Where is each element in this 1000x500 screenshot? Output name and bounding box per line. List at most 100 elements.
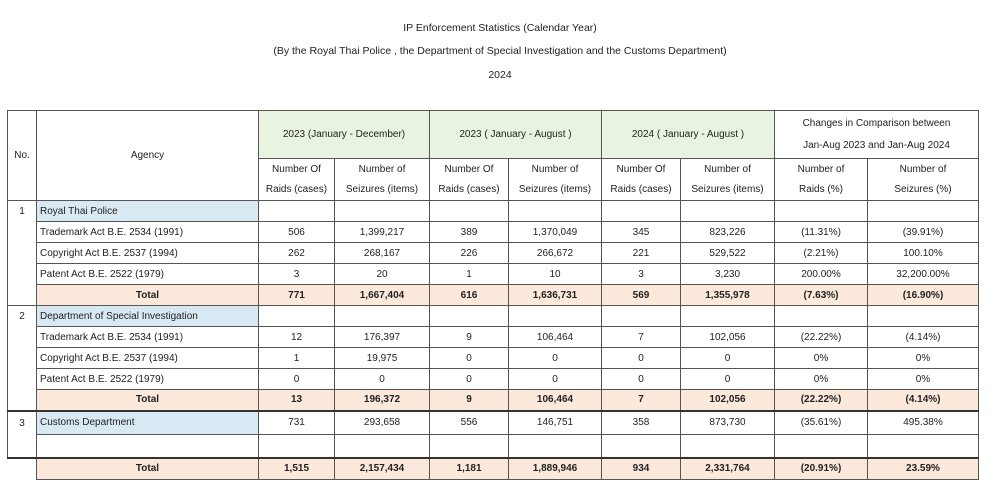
cell: (4.14%) xyxy=(867,326,979,348)
cell: 0 xyxy=(508,347,602,369)
header-seizures: Number of xyxy=(680,158,775,180)
header-agency: Agency xyxy=(36,110,259,201)
cell: (11.31%) xyxy=(774,221,868,243)
cell: 873,730 xyxy=(680,409,775,435)
cell: 771 xyxy=(258,284,335,306)
cell: 266,672 xyxy=(508,242,602,264)
cell: (16.90%) xyxy=(867,284,979,306)
header-seizures-pct-unit: Seizures (%) xyxy=(867,179,979,201)
cell: (20.91%) xyxy=(774,457,868,480)
cell: 1 xyxy=(429,263,509,285)
cell: 2,331,764 xyxy=(680,457,775,480)
header-row-periods: No. Agency 2023 (January - December) 202… xyxy=(7,110,979,201)
cell: 1,515 xyxy=(258,457,335,480)
table-row: Copyright Act B.E. 2537 (1994) 1 19,975 … xyxy=(7,347,979,369)
cell: 268,167 xyxy=(334,242,430,264)
group-no: 2 xyxy=(7,305,37,327)
report-subtitle: (By the Royal Thai Police , the Departme… xyxy=(273,45,727,57)
grand-total-row: Total 1,515 2,157,434 1,181 1,889,946 93… xyxy=(7,457,979,480)
cell: 0 xyxy=(334,368,430,390)
subtotal-row: Total 771 1,667,404 616 1,636,731 569 1,… xyxy=(7,284,979,306)
header-no: No. xyxy=(7,110,37,201)
cell: 0 xyxy=(601,347,681,369)
cell: 1,636,731 xyxy=(508,284,602,306)
header-raids-unit: Raids (cases) xyxy=(258,179,335,201)
cell: 0 xyxy=(429,347,509,369)
cell: 823,226 xyxy=(680,221,775,243)
group-row-royal-thai-police: 1 Royal Thai Police xyxy=(7,200,979,222)
header-seizures: Number of xyxy=(334,158,430,180)
cell: 102,056 xyxy=(680,326,775,348)
act-name: Trademark Act B.E. 2534 (1991) xyxy=(36,326,259,348)
cell: 0% xyxy=(774,368,868,390)
cell: 616 xyxy=(429,284,509,306)
cell: 3 xyxy=(601,263,681,285)
group-no: 1 xyxy=(7,200,37,222)
cell: 389 xyxy=(429,221,509,243)
cell: 100.10% xyxy=(867,242,979,264)
cell: (7.63%) xyxy=(774,284,868,306)
cell: 569 xyxy=(601,284,681,306)
cell: 226 xyxy=(429,242,509,264)
header-seizures-pct: Number of xyxy=(867,158,979,180)
cell: 2,157,434 xyxy=(334,457,430,480)
cell: 196,372 xyxy=(334,389,430,411)
cell: 1,355,978 xyxy=(680,284,775,306)
header-raids-unit: Raids (cases) xyxy=(429,179,509,201)
cell: 556 xyxy=(429,409,509,435)
cell: 506 xyxy=(258,221,335,243)
cell: 0 xyxy=(429,368,509,390)
header-raids-pct-unit: Raids (%) xyxy=(774,179,868,201)
act-name: Trademark Act B.E. 2534 (1991) xyxy=(36,221,259,243)
cell: 0 xyxy=(601,368,681,390)
cell: 529,522 xyxy=(680,242,775,264)
header-period-2023-janaug: 2023 ( January - August ) xyxy=(429,110,602,159)
cell: 0% xyxy=(867,347,979,369)
header-changes-line1: Changes in Comparison between xyxy=(802,117,951,129)
header-seizures-unit: Seizures (items) xyxy=(680,179,775,201)
header-seizures-unit: Seizures (items) xyxy=(334,179,430,201)
cell: 1,889,946 xyxy=(508,457,602,480)
cell: 495.38% xyxy=(867,409,979,435)
cell: 146,751 xyxy=(508,409,602,435)
cell: 1 xyxy=(258,347,335,369)
cell: 102,056 xyxy=(680,389,775,411)
cell: 9 xyxy=(429,326,509,348)
cell: (4.14%) xyxy=(867,389,979,411)
cell: 934 xyxy=(601,457,681,480)
group-row-dsi: 2 Department of Special Investigation xyxy=(7,305,979,327)
cell: (35.61%) xyxy=(774,409,868,435)
cell: 1,181 xyxy=(429,457,509,480)
cell: 731 xyxy=(258,409,335,435)
table-row: Patent Act B.E. 2522 (1979) 0 0 0 0 0 0 … xyxy=(7,368,979,390)
cell: 221 xyxy=(601,242,681,264)
agency-name: Department of Special Investigation xyxy=(36,305,259,327)
agency-name: Royal Thai Police xyxy=(36,200,259,222)
cell: 345 xyxy=(601,221,681,243)
table-row: Trademark Act B.E. 2534 (1991) 12 176,39… xyxy=(7,326,979,348)
cell: 106,464 xyxy=(508,389,602,411)
cell: 9 xyxy=(429,389,509,411)
cell: 0 xyxy=(508,368,602,390)
cell: 3,230 xyxy=(680,263,775,285)
subtotal-row: Total 13 196,372 9 106,464 7 102,056 (22… xyxy=(7,389,979,411)
cell: 176,397 xyxy=(334,326,430,348)
header-raids: Number Of xyxy=(429,158,509,180)
cell: (22.22%) xyxy=(774,326,868,348)
header-period-2023-full: 2023 (January - December) xyxy=(258,110,430,159)
group-no: 3 xyxy=(7,409,37,435)
header-raids-unit: Raids (cases) xyxy=(601,179,681,201)
header-changes-line2: Jan-Aug 2023 and Jan-Aug 2024 xyxy=(803,139,950,151)
total-label: Total xyxy=(36,389,259,411)
cell: 106,464 xyxy=(508,326,602,348)
cell: 358 xyxy=(601,409,681,435)
cell: 32,200.00% xyxy=(867,263,979,285)
header-raids: Number Of xyxy=(258,158,335,180)
cell: 7 xyxy=(601,326,681,348)
cell: 293,658 xyxy=(334,409,430,435)
act-name: Patent Act B.E. 2522 (1979) xyxy=(36,368,259,390)
header-raids: Number Of xyxy=(601,158,681,180)
act-name: Copyright Act B.E. 2537 (1994) xyxy=(36,347,259,369)
cell: (39.91%) xyxy=(867,221,979,243)
cell: 23.59% xyxy=(867,457,979,480)
